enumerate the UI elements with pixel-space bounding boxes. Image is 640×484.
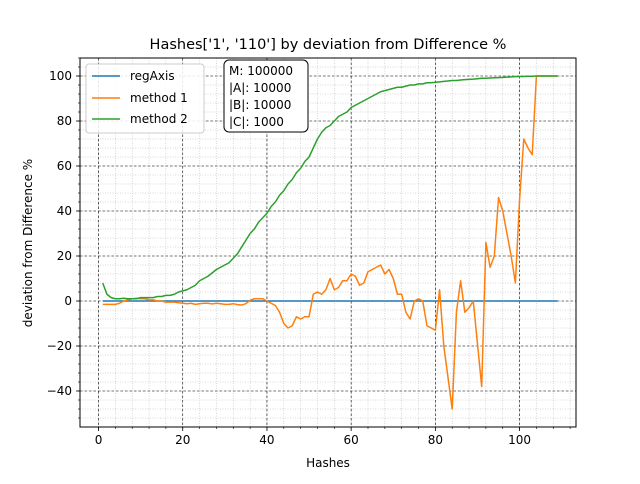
annotation-box: M: 100000 |A|: 10000 |B|: 10000 |C|: 100… — [223, 59, 309, 133]
legend-box — [85, 63, 205, 134]
chart-title: Hashes['1', '110'] by deviation from Dif… — [150, 37, 507, 53]
legend: regAxis method 1 method 2 — [85, 63, 205, 134]
x-tick-label: 60 — [344, 433, 359, 447]
y-tick-label: 40 — [57, 204, 72, 218]
annotation-line-a: |A|: 10000 — [229, 81, 291, 95]
legend-label-method-1: method 1 — [130, 91, 188, 105]
x-tick-label: 40 — [259, 433, 274, 447]
series-line-method-1 — [102, 75, 558, 410]
plot-frame — [79, 57, 577, 428]
y-tick-label: 60 — [57, 159, 72, 173]
legend-label-method-2: method 2 — [130, 112, 188, 126]
y-tick-label: 80 — [57, 114, 72, 128]
annotation-line-c: |C|: 1000 — [229, 115, 284, 129]
annotation-line-m: M: 100000 — [229, 64, 293, 78]
y-tick-label: 0 — [64, 294, 72, 308]
y-axis-ticks: −40 −20 0 20 40 60 80 100 — [47, 57, 80, 419]
x-tick-label: 100 — [508, 433, 531, 447]
y-axis-label: deviation from Difference % — [21, 159, 35, 327]
y-tick-label: −20 — [47, 339, 72, 353]
annotation-frame — [223, 59, 309, 133]
legend-label-regaxis: regAxis — [130, 69, 175, 83]
x-axis-ticks: 0 20 40 60 80 100 — [95, 427, 571, 447]
x-tick-label: 20 — [175, 433, 190, 447]
y-tick-label: −40 — [47, 384, 72, 398]
y-tick-label: 20 — [57, 249, 72, 263]
x-tick-label: 80 — [428, 433, 443, 447]
annotation-line-b: |B|: 10000 — [229, 98, 291, 112]
x-axis-label: Hashes — [306, 456, 350, 470]
y-tick-label: 100 — [49, 69, 72, 83]
series-layer — [102, 75, 558, 410]
x-tick-label: 0 — [95, 433, 103, 447]
series-line-method-2 — [102, 75, 558, 300]
